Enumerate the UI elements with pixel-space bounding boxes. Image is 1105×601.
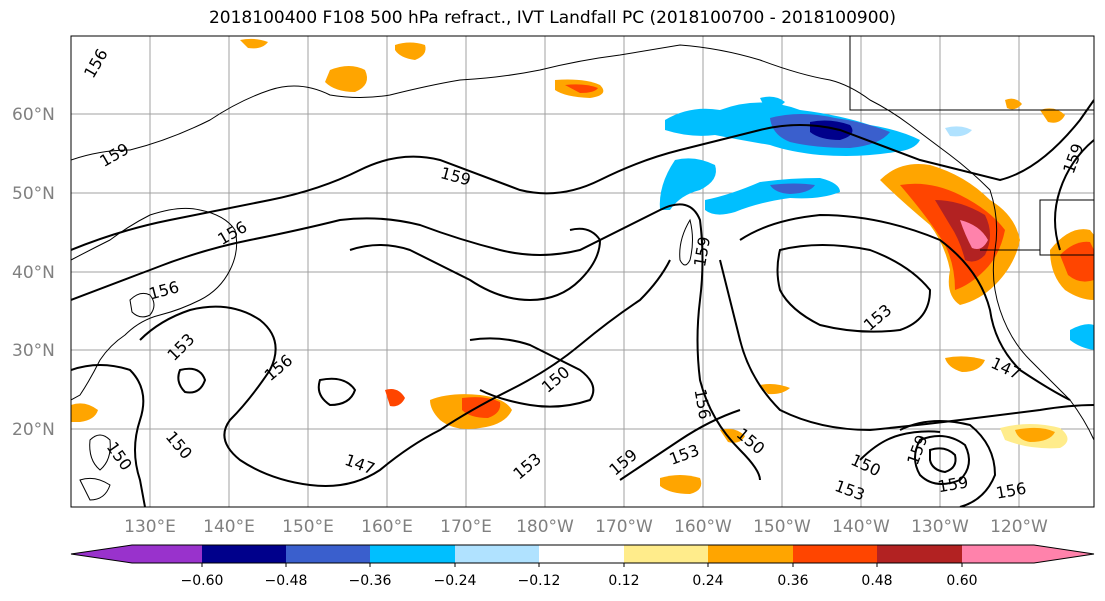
lon-label: 160°W bbox=[674, 517, 732, 537]
colorbar-tick-label: −0.12 bbox=[518, 573, 561, 589]
lon-label: 140°W bbox=[832, 517, 890, 537]
coastlines bbox=[71, 36, 1094, 501]
lon-label: 130°E bbox=[124, 517, 176, 537]
lon-label: 160°E bbox=[361, 517, 413, 537]
colorbar-tick-label: 0.60 bbox=[946, 573, 977, 589]
colorbar-segment bbox=[624, 545, 708, 563]
colorbar-segment bbox=[455, 545, 539, 563]
longitude-labels: 130°E 140°E 150°E 160°E 170°E 180°W 170°… bbox=[124, 517, 1048, 537]
shading-negative bbox=[659, 96, 1094, 350]
colorbar-tick-label: −0.24 bbox=[434, 573, 477, 589]
colorbar-outline bbox=[70, 544, 1095, 564]
colorbar-extend-min bbox=[71, 545, 202, 563]
colorbar-segment bbox=[286, 545, 370, 563]
lon-label: 130°W bbox=[911, 517, 969, 537]
latitude-labels: 60°N 50°N 40°N 30°N 20°N bbox=[12, 105, 55, 440]
lat-label-60n: 60°N bbox=[12, 105, 55, 125]
plot-frame bbox=[70, 35, 1095, 508]
colorbar-segment bbox=[877, 545, 962, 563]
colorbar-tick-label: 0.24 bbox=[692, 573, 723, 589]
lat-label-50n: 50°N bbox=[12, 184, 55, 204]
colorbar-segment bbox=[370, 545, 455, 563]
colorbar-tick-label: 0.48 bbox=[861, 573, 892, 589]
lon-label: 120°W bbox=[990, 517, 1048, 537]
colorbar-segment bbox=[708, 545, 793, 563]
lon-label: 170°E bbox=[440, 517, 492, 537]
lat-label-20n: 20°N bbox=[12, 420, 55, 440]
lon-label: 150°W bbox=[753, 517, 811, 537]
lat-label-40n: 40°N bbox=[12, 263, 55, 283]
lon-label: 170°W bbox=[595, 517, 653, 537]
colorbar-segment bbox=[539, 545, 624, 563]
colorbar bbox=[70, 544, 1095, 567]
lon-label: 140°E bbox=[203, 517, 255, 537]
lat-label-30n: 30°N bbox=[12, 341, 55, 361]
colorbar-extend-max bbox=[962, 545, 1094, 563]
colorbar-tick-labels: −0.60 −0.48 −0.36 −0.24 −0.12 0.12 0.24 … bbox=[181, 573, 978, 589]
colorbar-tick-label: −0.36 bbox=[349, 573, 392, 589]
lon-label: 180°W bbox=[516, 517, 574, 537]
map-title: 2018100400 F108 500 hPa refract., IVT La… bbox=[208, 8, 896, 28]
height-contours bbox=[71, 99, 1094, 507]
colorbar-segment bbox=[202, 545, 286, 563]
colorbar-tick-label: −0.60 bbox=[181, 573, 224, 589]
colorbar-tick-label: 0.36 bbox=[777, 573, 808, 589]
colorbar-segment bbox=[793, 545, 877, 563]
lon-label: 150°E bbox=[282, 517, 334, 537]
colorbar-tick-label: 0.12 bbox=[608, 573, 639, 589]
colorbar-tick-label: −0.48 bbox=[265, 573, 308, 589]
